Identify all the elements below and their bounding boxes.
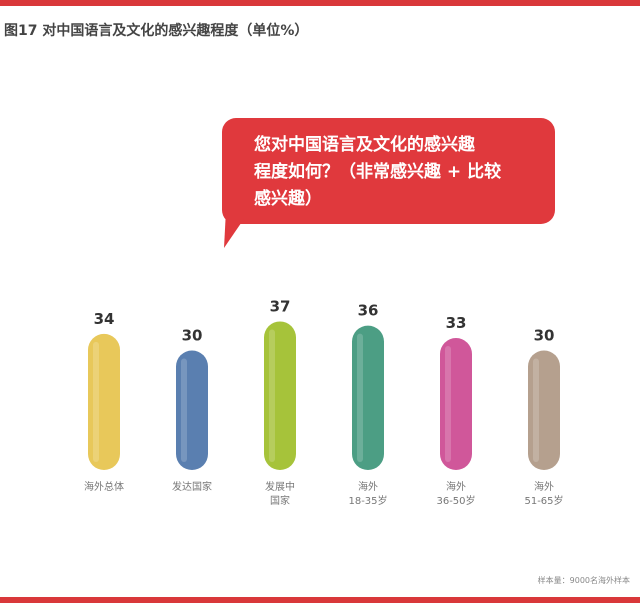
bar-highlight-2 <box>181 358 187 462</box>
category-label-4-line-1: 海外 <box>358 480 378 493</box>
value-label-3: 37 <box>270 297 291 315</box>
value-label-4: 36 <box>358 302 379 320</box>
category-label-5-line-1: 海外 <box>446 480 466 493</box>
value-label-2: 30 <box>182 327 203 345</box>
top-accent-bar <box>0 0 640 6</box>
value-label-1: 34 <box>94 310 115 328</box>
bar-1 <box>88 333 120 470</box>
bubble-tail <box>224 210 250 248</box>
question-text: 您对中国语言及文化的感兴趣 程度如何？（非常感兴趣 + 比较 感兴趣） <box>254 132 544 213</box>
bar-4 <box>352 325 384 470</box>
category-label-6-line-1: 海外 <box>534 480 554 493</box>
bar-5 <box>440 338 472 470</box>
bar-2 <box>176 350 208 470</box>
value-label-6: 30 <box>534 327 555 345</box>
bottom-accent-bar <box>0 597 640 603</box>
bar-highlight-4 <box>357 333 363 462</box>
question-bubble: 您对中国语言及文化的感兴趣 程度如何？（非常感兴趣 + 比较 感兴趣） <box>222 118 555 224</box>
chart-title: 图17 对中国语言及文化的感兴趣程度（单位%） <box>4 23 309 39</box>
category-label-3-line-2: 国家 <box>270 494 290 507</box>
category-label-5-line-2: 36-50岁 <box>436 494 475 507</box>
category-label-4-line-2: 18-35岁 <box>348 494 387 507</box>
bar-highlight-3 <box>269 329 275 462</box>
bar-highlight-5 <box>445 346 451 462</box>
sample-note: 样本量：9000名海外样本 <box>537 576 630 585</box>
bar-highlight-1 <box>93 341 99 462</box>
category-label-2-line-1: 发达国家 <box>172 480 212 493</box>
category-label-1-line-1: 海外总体 <box>84 480 124 493</box>
question-line-1: 您对中国语言及文化的感兴趣 <box>254 135 475 155</box>
question-line-2: 程度如何？（非常感兴趣 + 比较 <box>254 162 502 182</box>
bar-highlight-6 <box>533 358 539 462</box>
value-label-5: 33 <box>446 314 467 332</box>
bar-6 <box>528 350 560 470</box>
bar-3 <box>264 321 296 470</box>
category-label-6-line-2: 51-65岁 <box>524 494 563 507</box>
category-label-3-line-1: 发展中 <box>265 480 295 493</box>
question-line-3: 感兴趣） <box>254 189 322 209</box>
